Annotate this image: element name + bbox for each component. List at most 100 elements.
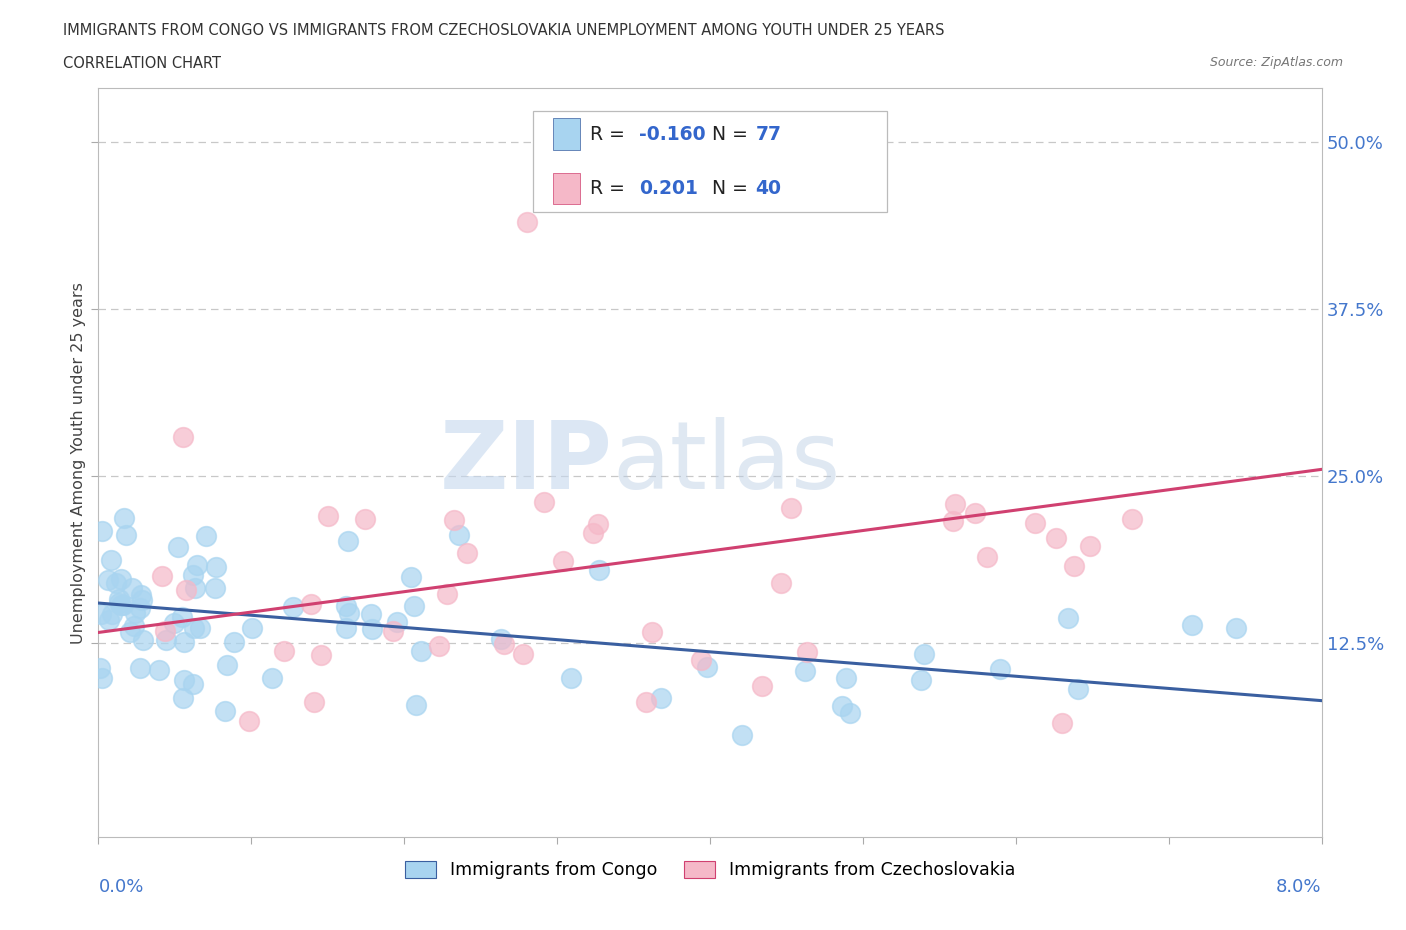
Point: [184, 580, 207, 595]
Point: [399, 569, 422, 584]
Point: [183, 676, 205, 691]
Point: [489, 631, 512, 646]
Point: [112, 597, 135, 612]
Point: [337, 534, 360, 549]
Point: [205, 560, 228, 575]
Point: [1181, 618, 1204, 632]
Point: [194, 528, 217, 543]
Point: [110, 572, 132, 587]
Point: [238, 714, 260, 729]
Point: [112, 511, 135, 525]
Point: [97, 573, 120, 588]
Point: [181, 567, 204, 582]
Point: [273, 644, 295, 658]
Point: [1121, 512, 1143, 526]
Point: [560, 671, 582, 685]
Point: [124, 605, 146, 620]
Point: [912, 646, 935, 661]
Point: [108, 591, 131, 606]
Point: [634, 694, 657, 709]
Point: [150, 568, 173, 583]
Text: R =: R =: [591, 179, 631, 198]
Point: [163, 616, 186, 631]
Point: [588, 563, 610, 578]
Text: 8.0%: 8.0%: [1277, 878, 1322, 897]
Point: [943, 497, 966, 512]
Point: [353, 512, 375, 526]
Point: [148, 662, 170, 677]
Point: [988, 662, 1011, 677]
Text: Source: ZipAtlas.com: Source: ZipAtlas.com: [1209, 56, 1343, 69]
Point: [381, 624, 404, 639]
Point: [650, 690, 672, 705]
Point: [436, 586, 458, 601]
Point: [942, 513, 965, 528]
Text: atlas: atlas: [612, 417, 841, 509]
Point: [1045, 531, 1067, 546]
Point: [153, 624, 176, 639]
Point: [173, 634, 195, 649]
Point: [838, 706, 860, 721]
Point: [167, 539, 190, 554]
Point: [309, 647, 332, 662]
Point: [110, 597, 132, 612]
Text: 40: 40: [755, 179, 782, 198]
Point: [100, 607, 122, 622]
Point: [240, 621, 263, 636]
Text: R =: R =: [591, 125, 631, 144]
Point: [129, 587, 152, 602]
Point: [335, 599, 357, 614]
Point: [751, 678, 773, 693]
Point: [155, 632, 177, 647]
Point: [402, 599, 425, 614]
Point: [405, 698, 427, 712]
Point: [118, 625, 141, 640]
Point: [281, 599, 304, 614]
FancyBboxPatch shape: [554, 118, 581, 150]
Text: N =: N =: [713, 179, 755, 198]
Point: [104, 576, 127, 591]
Point: [100, 553, 122, 568]
Point: [641, 625, 664, 640]
Point: [492, 637, 515, 652]
Point: [90, 671, 112, 685]
Point: [204, 580, 226, 595]
Y-axis label: Unemployment Among Youth under 25 years: Unemployment Among Youth under 25 years: [70, 282, 86, 644]
Point: [1078, 538, 1101, 553]
Point: [770, 576, 793, 591]
Point: [690, 652, 713, 667]
Text: CORRELATION CHART: CORRELATION CHART: [63, 56, 221, 71]
Text: 0.0%: 0.0%: [98, 878, 143, 897]
Point: [1225, 621, 1247, 636]
Point: [89, 661, 111, 676]
Point: [582, 525, 605, 540]
Point: [731, 728, 754, 743]
Point: [1063, 559, 1085, 574]
Point: [1067, 682, 1090, 697]
Point: [222, 634, 245, 649]
Text: N =: N =: [713, 125, 755, 144]
Point: [214, 703, 236, 718]
Point: [910, 672, 932, 687]
Point: [186, 557, 208, 572]
Text: IMMIGRANTS FROM CONGO VS IMMIGRANTS FROM CZECHOSLOVAKIA UNEMPLOYMENT AMONG YOUTH: IMMIGRANTS FROM CONGO VS IMMIGRANTS FROM…: [63, 23, 945, 38]
Point: [90, 524, 112, 538]
Text: 77: 77: [755, 125, 782, 144]
Point: [835, 671, 858, 685]
Point: [174, 583, 197, 598]
Point: [337, 605, 360, 620]
Legend: Immigrants from Congo, Immigrants from Czechoslovakia: Immigrants from Congo, Immigrants from C…: [399, 856, 1021, 884]
Point: [1050, 716, 1073, 731]
Point: [696, 660, 718, 675]
Point: [794, 664, 817, 679]
Point: [299, 596, 322, 611]
Point: [98, 613, 121, 628]
Point: [411, 644, 433, 658]
Point: [122, 618, 145, 633]
Point: [188, 621, 211, 636]
Point: [183, 621, 205, 636]
Point: [780, 500, 803, 515]
Point: [588, 517, 610, 532]
Point: [121, 580, 143, 595]
Point: [90, 607, 112, 622]
